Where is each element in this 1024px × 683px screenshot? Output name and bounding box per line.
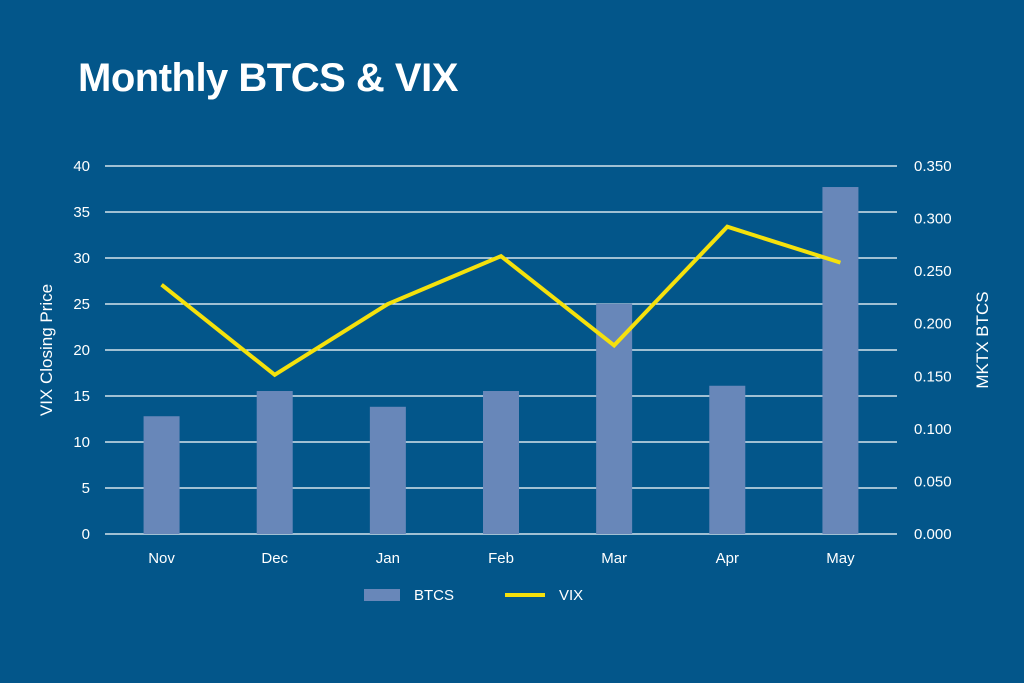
- right-tick-label: 0.200: [914, 316, 952, 333]
- x-tick-label: Jan: [376, 550, 400, 567]
- left-tick-label: 15: [73, 388, 90, 405]
- btcs-bar: [709, 385, 746, 534]
- left-tick-label: 5: [82, 480, 90, 497]
- legend-btcs-label: BTCS: [414, 587, 454, 604]
- x-tick-label: Feb: [488, 550, 514, 567]
- left-tick-label: 35: [73, 204, 90, 221]
- left-tick-label: 25: [73, 296, 90, 313]
- x-tick-label: Nov: [148, 550, 175, 567]
- left-axis-ticks: 0 5 10 15 20 25 30 35 40: [73, 158, 90, 543]
- left-tick-label: 10: [73, 434, 90, 451]
- x-tick-label: Mar: [601, 550, 627, 567]
- x-tick-label: May: [826, 550, 855, 567]
- chart-title: Monthly BTCS & VIX: [78, 56, 458, 100]
- btcs-bars: [143, 187, 859, 534]
- btcs-bar: [369, 406, 406, 534]
- right-tick-label: 0.150: [914, 368, 952, 385]
- btcs-bar: [822, 187, 859, 534]
- vix-line-group: [160, 224, 842, 378]
- btcs-bar: [483, 391, 519, 534]
- btcs-bar: [143, 416, 180, 534]
- x-tick-label: Apr: [716, 550, 739, 567]
- vix-line: [160, 224, 842, 378]
- right-axis-label: MKTX BTCS: [973, 291, 992, 388]
- btcs-bar: [256, 391, 293, 534]
- right-tick-label: 0.350: [914, 158, 952, 175]
- left-tick-label: 20: [73, 342, 90, 359]
- btcs-bar: [596, 303, 633, 534]
- left-axis-label: VIX Closing Price: [37, 284, 56, 416]
- x-tick-label: Dec: [261, 550, 288, 567]
- right-tick-label: 0.000: [914, 526, 952, 543]
- legend-vix-label: VIX: [559, 587, 583, 604]
- legend: BTCS VIX: [364, 587, 583, 604]
- legend-btcs-swatch: [364, 589, 400, 601]
- left-tick-label: 30: [73, 250, 90, 267]
- left-tick-label: 40: [73, 158, 90, 175]
- right-tick-label: 0.300: [914, 211, 952, 228]
- right-tick-label: 0.250: [914, 263, 952, 280]
- right-tick-label: 0.050: [914, 473, 952, 490]
- right-axis-ticks: 0.000 0.050 0.100 0.150 0.200 0.250 0.300 0.350: [914, 158, 952, 543]
- right-tick-label: 0.100: [914, 421, 952, 438]
- left-tick-label: 0: [82, 526, 90, 543]
- x-axis-ticks: Nov Dec Jan Feb Mar Apr May: [148, 550, 855, 567]
